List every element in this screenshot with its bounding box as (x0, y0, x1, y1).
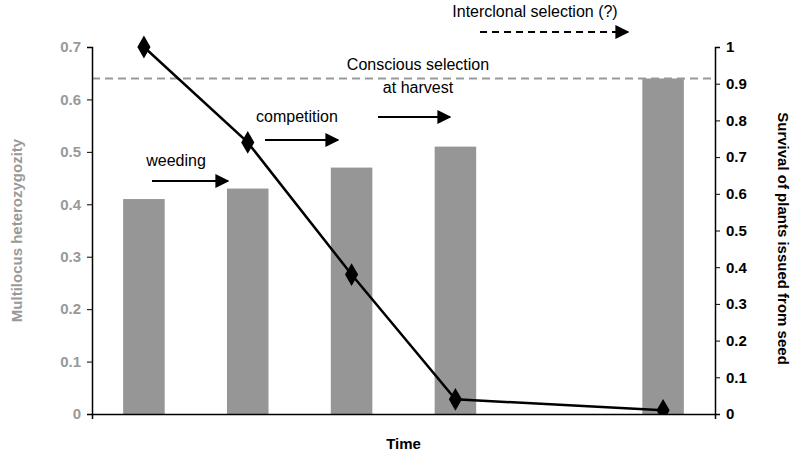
tick-label: 0.6 (726, 185, 747, 202)
tick-mark (87, 152, 92, 153)
tick-mark (715, 304, 720, 305)
tick-label: 0.7 (60, 38, 81, 55)
annotation: weeding (145, 152, 228, 181)
annotation-arrow (480, 31, 628, 33)
tick-mark (715, 194, 720, 195)
tick-label: 0.5 (726, 222, 747, 239)
annotation-text: weeding (145, 152, 206, 169)
bar (123, 199, 165, 414)
tick-label: 0.9 (726, 75, 747, 92)
y-axis-title: Multilocus heterozygozity (8, 138, 25, 322)
tick: 0.4 (60, 196, 92, 213)
marker (345, 263, 358, 286)
tick-mark (715, 157, 720, 158)
tick: 0.6 (60, 91, 92, 108)
tick-label: 0.8 (726, 112, 747, 129)
tick-label: 0.5 (60, 143, 81, 160)
tick-label: 0.1 (726, 369, 747, 386)
tick-label: 0.4 (60, 196, 82, 213)
annotation: Interclonal selection (?) (452, 3, 628, 32)
tick: 0.4 (715, 259, 748, 276)
tick-mark (715, 377, 720, 378)
tick-label: 0.3 (726, 295, 747, 312)
tick-mark (87, 257, 92, 258)
tick-mark (715, 267, 720, 268)
annotation-arrow (152, 180, 228, 182)
x-axis (93, 415, 716, 420)
tick: 0.2 (60, 300, 92, 317)
marker (137, 36, 150, 59)
tick-label: 0.2 (60, 300, 81, 317)
tick: 0.8 (715, 112, 747, 129)
annotation-arrow (265, 139, 338, 141)
annotation: competition (256, 108, 338, 140)
tick-mark (87, 99, 92, 100)
marker (657, 399, 670, 414)
tick: 0.3 (715, 295, 747, 312)
y2-axis: 0 0.1 0.2 0.3 0.4 0.5 0.6 0.7 0.8 0.9 1 (715, 38, 748, 422)
tick-mark (715, 341, 720, 342)
axis-line (716, 48, 721, 415)
annotation-text: competition (256, 108, 338, 125)
tick: 0.1 (715, 369, 747, 386)
annotation-arrow (378, 116, 450, 118)
tick-label: 0.3 (60, 248, 81, 265)
marker (449, 388, 462, 411)
tick-label: 0.4 (726, 259, 748, 276)
tick: 0 (715, 405, 734, 422)
tick: 0.3 (60, 248, 92, 265)
y2-axis-title: Survival of plants issued from seed (775, 112, 792, 365)
tick: 0.7 (60, 38, 92, 55)
tick-label: 0 (73, 405, 81, 422)
annotation-text: at harvest (383, 79, 454, 96)
annotation-text: Interclonal selection (?) (452, 3, 617, 20)
tick: 0.5 (60, 143, 92, 160)
tick-label: 0.1 (60, 353, 81, 370)
tick: 0.6 (715, 185, 747, 202)
x-axis-title: Time (386, 435, 421, 452)
tick-mark (715, 47, 720, 48)
tick: 1 (715, 38, 734, 55)
tick-mark (87, 309, 92, 310)
tick-mark (87, 414, 92, 415)
annotation-text: Conscious selection (347, 56, 489, 73)
tick: 0 (73, 405, 92, 422)
axis-line (93, 415, 716, 420)
tick-mark (87, 362, 92, 363)
tick-label: 0 (726, 405, 734, 422)
annotation: Conscious selection at harvest (347, 56, 489, 117)
tick-mark (87, 47, 92, 48)
tick: 0.9 (715, 75, 747, 92)
bar (642, 78, 684, 414)
chart: 0 0.1 0.2 0.3 0.4 0.5 0.6 0.7 0 0.1 0.2 0.3 0.4 0.5 0.… (0, 0, 800, 459)
tick-mark (715, 231, 720, 232)
line (144, 47, 663, 410)
tick: 0.1 (60, 353, 92, 370)
y-axis: 0 0.1 0.2 0.3 0.4 0.5 0.6 0.7 (60, 38, 92, 422)
tick-label: 0.2 (726, 332, 747, 349)
plot-area (92, 36, 715, 414)
tick: 0.2 (715, 332, 747, 349)
bar (227, 189, 269, 414)
tick-label: 0.6 (60, 91, 81, 108)
marker (241, 131, 254, 154)
tick-label: 1 (726, 38, 734, 55)
tick: 0.7 (715, 148, 747, 165)
tick: 0.5 (715, 222, 747, 239)
tick-label: 0.7 (726, 148, 747, 165)
tick-mark (87, 204, 92, 205)
tick-mark (715, 84, 720, 85)
bar (435, 147, 477, 414)
axis-line (87, 48, 93, 415)
tick-mark (715, 120, 720, 121)
